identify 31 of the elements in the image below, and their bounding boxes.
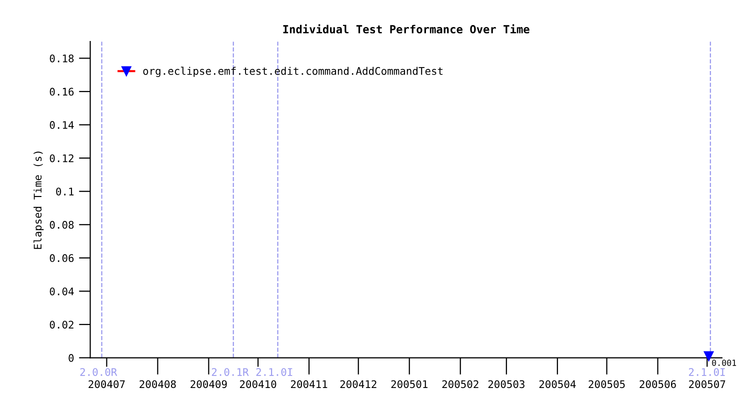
ref-line-label: 2.0.1R	[212, 368, 249, 376]
y-tick-label: 0.16	[50, 88, 74, 96]
y-axis-title: Elapsed Time (s)	[33, 152, 44, 249]
x-tick-label: 200409	[190, 380, 227, 388]
x-tick-label: 200410	[240, 380, 276, 388]
y-tick-label: 0	[68, 354, 74, 362]
y-tick-label: 0.18	[50, 54, 74, 62]
chart-title: Individual Test Performance Over Time	[283, 24, 530, 34]
x-tick-label: 200502	[442, 380, 478, 388]
y-tick-label: 0.1	[56, 188, 74, 196]
ref-line-label: 2.0.0R	[80, 368, 118, 376]
x-tick-label: 200505	[588, 380, 625, 388]
y-tick-label: 0.12	[50, 154, 74, 162]
x-tick-label: 200411	[290, 380, 328, 388]
x-tick-label: 200503	[488, 380, 524, 388]
ref-line-label: 2.1.0I	[688, 368, 725, 376]
x-tick-label: 200412	[340, 380, 376, 388]
legend-label: org.eclipse.emf.test.edit.command.AddCommandTest	[143, 66, 443, 77]
y-tick-label: 0.04	[50, 287, 74, 296]
x-tick-label: 200408	[140, 380, 176, 388]
y-tick-label: 0.14	[50, 121, 74, 129]
x-tick-label: 200506	[640, 380, 676, 388]
y-tick-label: 0.06	[50, 254, 74, 262]
x-tick-label: 200501	[391, 380, 428, 388]
x-tick-label: 200407	[88, 380, 125, 388]
y-tick-label: 0.08	[50, 220, 74, 229]
y-tick-label: 0.02	[50, 320, 74, 329]
x-tick-label: 200504	[539, 380, 576, 388]
ref-line-label: 2.1.0I	[256, 368, 292, 376]
x-tick-label: 200507	[689, 380, 726, 388]
data-label: 0.001	[712, 360, 736, 366]
